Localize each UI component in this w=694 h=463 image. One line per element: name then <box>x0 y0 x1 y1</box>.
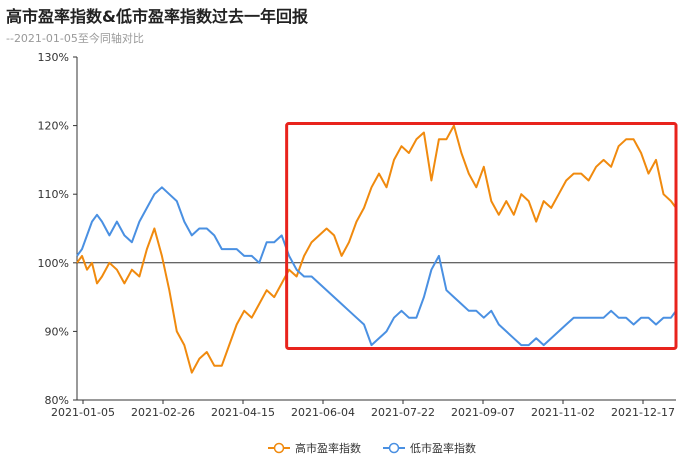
legend-marker <box>388 442 400 454</box>
x-tick-label: 2021-04-15 <box>211 406 275 419</box>
y-tick-label: 80% <box>45 394 69 407</box>
x-tick-label: 2021-02-26 <box>131 406 195 419</box>
legend-marker <box>273 442 285 454</box>
x-tick-label: 2021-11-02 <box>531 406 595 419</box>
y-tick-label: 110% <box>38 188 69 201</box>
x-tick-label: 2021-09-07 <box>451 406 515 419</box>
chart-title: 高市盈率指数&低市盈率指数过去一年回报 <box>6 7 308 26</box>
x-tick-label: 2021-12-17 <box>611 406 675 419</box>
x-tick-label: 2021-07-22 <box>371 406 435 419</box>
y-tick-label: 100% <box>38 257 69 270</box>
y-tick-label: 130% <box>38 51 69 64</box>
chart-subtitle: --2021-01-05至今同轴对比 <box>6 32 144 45</box>
legend-item-low-pe: 低市盈率指数 <box>410 441 476 455</box>
y-tick-label: 120% <box>38 120 69 133</box>
y-tick-label: 90% <box>45 325 69 338</box>
highlight-rectangle <box>285 122 678 351</box>
x-tick-label: 2021-06-04 <box>291 406 355 419</box>
series-line-high-pe <box>76 124 677 374</box>
x-tick-label: 2021-01-05 <box>51 406 115 419</box>
legend-item-high-pe: 高市盈率指数 <box>295 441 361 455</box>
series-line-low-pe <box>76 186 677 347</box>
